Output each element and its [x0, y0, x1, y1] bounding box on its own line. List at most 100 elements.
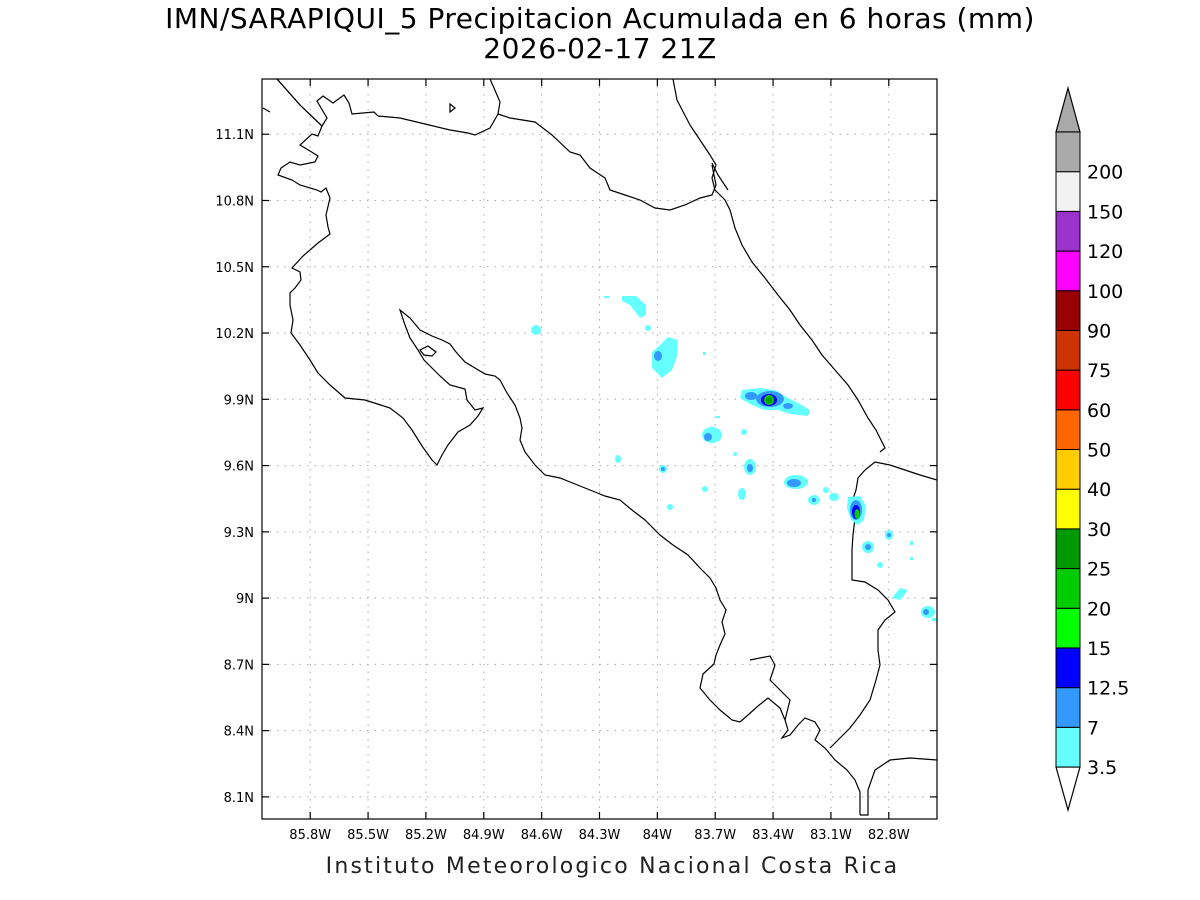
colorbar-level-label: 120 [1087, 241, 1123, 263]
colorbar-swatch [1055, 131, 1081, 173]
precipitation-contours [531, 296, 937, 621]
colorbar-swatch [1055, 290, 1081, 331]
precip-blob [877, 562, 883, 568]
colorbar-labels: 3.5 7 12.5 15 20 25 30 40 50 60 75 90 100 120 150 200 [1087, 162, 1129, 779]
precip-blob [923, 609, 929, 615]
border-panama [829, 461, 937, 816]
lat-tick-label: 9.3N [224, 526, 254, 541]
colorbar-level-label: 7 [1087, 717, 1099, 739]
precip-blob [702, 486, 708, 492]
longitude-axis: 85.8W 85.5W 85.2W 84.9W 84.6W 84.3W 84W 83.7W 83… [289, 828, 910, 843]
colorbar-level-label: 40 [1087, 479, 1111, 501]
lon-tick-label: 84W [643, 828, 673, 843]
precip-blob [910, 557, 913, 560]
colorbar-level-label: 25 [1087, 559, 1111, 581]
colorbar-level-label: 20 [1087, 598, 1111, 620]
colorbar-level-label: 15 [1087, 638, 1111, 660]
colorbar-level-label: 50 [1087, 440, 1111, 462]
lon-tick-label: 85.5W [347, 828, 389, 843]
precip-blob [531, 325, 541, 335]
precip-blob [745, 392, 757, 400]
lat-tick-label: 8.7N [224, 658, 254, 673]
lat-tick-label: 9.6N [224, 460, 254, 475]
colorbar-swatch [1055, 568, 1081, 609]
precip-blob [812, 498, 816, 502]
colorbar-swatch [1055, 210, 1081, 252]
colorbar-max-arrow [1055, 85, 1081, 133]
precip-blob [910, 541, 913, 545]
axis-ticks [262, 79, 937, 819]
precip-blob [667, 504, 673, 510]
colorbar-swatch [1055, 488, 1081, 530]
coastlines [262, 79, 886, 815]
precip-blob [829, 493, 839, 501]
lat-tick-label: 8.1N [224, 791, 254, 806]
lon-tick-label: 82.8W [868, 828, 910, 843]
lat-tick-label: 10.2N [215, 327, 254, 342]
precip-blob [787, 479, 801, 487]
colorbar-level-label: 12.5 [1087, 678, 1129, 700]
colorbar-boxes [1055, 131, 1081, 768]
lat-tick-label: 9.9N [224, 393, 254, 408]
colorbar-level-label: 200 [1087, 162, 1123, 184]
colorbar-swatch [1055, 171, 1081, 212]
precip-blob [615, 455, 621, 463]
gridlines [262, 79, 937, 819]
lat-tick-label: 10.5N [215, 261, 254, 276]
lat-tick-label: 10.8N [215, 194, 254, 209]
colorbar-swatch [1055, 647, 1081, 689]
colorbar-level-label: 75 [1087, 360, 1111, 382]
colorbar: 3.5 7 12.5 15 20 25 30 40 50 60 75 90 100 120 150 200 [1055, 85, 1129, 813]
colorbar-swatch [1055, 250, 1081, 292]
colorbar-min-arrow [1055, 766, 1081, 813]
latitude-axis: 11.1N 10.8N 10.5N 10.2N 9.9N 9.6N 9.3N 9N 8.7N 8.… [215, 128, 254, 806]
precip-blob [604, 296, 609, 298]
precip-blob [766, 397, 772, 403]
colorbar-swatch [1055, 607, 1081, 649]
lon-tick-label: 83.4W [752, 828, 794, 843]
colorbar-level-label: 60 [1087, 400, 1111, 422]
colorbar-level-label: 3.5 [1087, 757, 1117, 779]
lon-tick-label: 84.9W [463, 828, 505, 843]
precip-blob [661, 467, 665, 471]
lon-tick-label: 85.8W [289, 828, 331, 843]
lat-tick-label: 11.1N [215, 128, 254, 143]
colorbar-level-label: 150 [1087, 201, 1123, 223]
colorbar-swatch [1055, 687, 1081, 728]
precip-blob [892, 588, 908, 600]
precip-blob [654, 351, 662, 361]
precip-blob [887, 533, 891, 537]
precip-blob [733, 452, 737, 456]
plot-frame [261, 78, 938, 820]
precip-blob [622, 296, 646, 318]
precip-blob [738, 488, 746, 500]
credit-text: Instituto Meteorologico Nacional Costa R… [325, 854, 900, 879]
colorbar-swatch [1055, 528, 1081, 570]
map-title: IMN/SARAPIQUI_5 Precipitacion Acumulada … [165, 2, 1035, 35]
precip-blob [823, 487, 829, 493]
map-timestamp: 2026-02-17 21Z [483, 32, 717, 65]
colorbar-level-label: 100 [1087, 281, 1123, 303]
precip-blob [932, 618, 937, 621]
precip-blob [703, 352, 706, 355]
precip-blob [747, 464, 753, 472]
lon-tick-label: 84.6W [521, 828, 563, 843]
precip-blob [652, 337, 678, 378]
lon-tick-label: 84.3W [579, 828, 621, 843]
lon-tick-label: 83.7W [694, 828, 736, 843]
colorbar-level-label: 90 [1087, 320, 1111, 342]
precip-blob [854, 509, 860, 519]
colorbar-swatch [1055, 449, 1081, 490]
colorbar-level-label: 30 [1087, 519, 1111, 541]
lat-tick-label: 9N [236, 592, 254, 607]
colorbar-swatch [1055, 369, 1081, 411]
colorbar-swatch [1055, 726, 1081, 768]
precip-blob [645, 325, 651, 331]
lat-tick-label: 8.4N [224, 725, 254, 740]
precip-blob [865, 544, 871, 550]
colorbar-swatch [1055, 329, 1081, 371]
precip-blob [783, 403, 793, 409]
colorbar-swatch [1055, 409, 1081, 450]
precip-blob [716, 416, 720, 418]
